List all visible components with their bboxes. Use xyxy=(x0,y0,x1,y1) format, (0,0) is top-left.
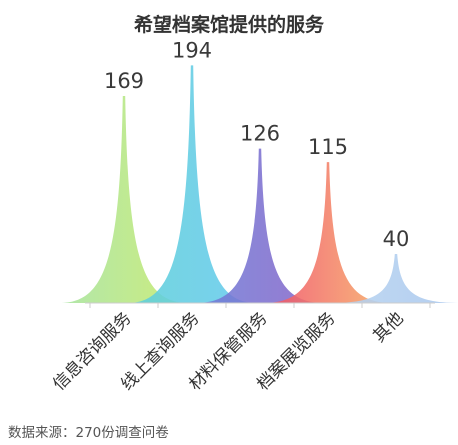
value-label-2: 194 xyxy=(172,38,212,62)
value-labels: 169 194 126 115 40 xyxy=(104,38,409,251)
chart-title: 希望档案馆提供的服务 xyxy=(134,13,325,36)
peaks-layer xyxy=(59,65,458,303)
value-label-4: 115 xyxy=(308,135,348,159)
peak-4 xyxy=(263,162,393,303)
peak-5 xyxy=(331,254,458,303)
value-label-1: 169 xyxy=(104,69,144,93)
peak-2 xyxy=(127,65,257,303)
category-label-5: 其他 xyxy=(369,308,407,346)
source-note: 数据来源：270份调查问卷 xyxy=(8,425,169,441)
value-label-5: 40 xyxy=(383,227,410,251)
peak-1 xyxy=(59,95,189,303)
value-label-3: 126 xyxy=(240,122,280,146)
peak-3 xyxy=(195,148,325,303)
x-axis xyxy=(85,302,435,308)
